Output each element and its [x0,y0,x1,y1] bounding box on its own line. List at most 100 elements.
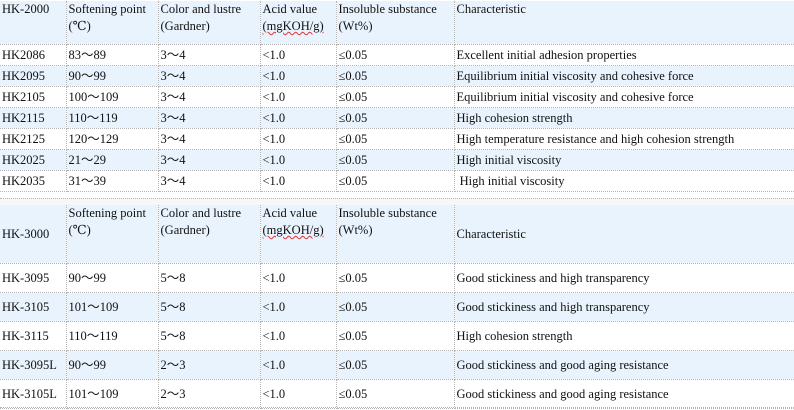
model-cell: HK-3095L [0,350,67,380]
softening-cell: 101～109 [66,292,159,322]
color-cell: 3～4 [158,149,261,171]
softening-cell: 120～129 [66,128,159,150]
color-cell: 5～8 [158,321,261,351]
characteristic-cell: High initial viscosity [454,149,794,171]
color-cell: 3～4 [158,65,261,87]
characteristic-cell: Good stickiness and good aging resistanc… [454,379,794,409]
acid-cell: <1.0 [260,86,337,108]
insoluble-cell: ≤0.05 [336,149,455,171]
table-row: HK2095 90～99 3～4 <1.0 ≤0.05 Equilibrium … [0,65,794,87]
softening-cell: 101～109 [66,379,159,409]
color-label: Color and lustre [160,2,242,16]
characteristic-header: Characteristic [454,1,794,45]
insoluble-cell: ≤0.05 [336,65,455,87]
softening-cell: 90～99 [66,263,159,293]
characteristic-cell: High initial viscosity [454,170,794,192]
color-cell: 2～3 [158,379,261,409]
model-cell: HK2095 [0,65,67,87]
color-unit: (Gardner) [160,223,210,237]
characteristic-cell: Equilibrium initial viscosity and cohesi… [454,86,794,108]
series-header: HK-2000 [0,1,67,45]
characteristic-cell: Equilibrium initial viscosity and cohesi… [454,65,794,87]
characteristic-cell: High cohesion strength [454,321,794,351]
model-cell: HK2086 [0,44,67,66]
acid-value-label: Acid value [262,206,318,220]
softening-point-header: Softening point (℃) [66,1,159,45]
insoluble-cell: ≤0.05 [336,263,455,293]
table-row: HK2086 83～89 3～4 <1.0 ≤0.05 Excellent in… [0,44,794,66]
model-cell: HK-3115 [0,321,67,351]
color-header: Color and lustre (Gardner) [158,205,261,264]
table-row: HK2115 110～119 3～4 <1.0 ≤0.05 High cohes… [0,107,794,129]
insoluble-cell: ≤0.05 [336,379,455,409]
acid-value-label: Acid value [262,2,318,16]
softening-cell: 83～89 [66,44,159,66]
color-cell: 3～4 [158,170,261,192]
insoluble-cell: ≤0.05 [336,44,455,66]
acid-cell: <1.0 [260,107,337,129]
color-cell: 2～3 [158,350,261,380]
table-header-row: HK-2000 Softening point (℃) Color and lu… [0,1,794,45]
acid-value-unit: (mgKOH/g) [262,223,324,237]
characteristic-cell: Good stickiness and high transparency [454,292,794,322]
color-cell: 5～8 [158,292,261,322]
table-row: HK-3115 110～119 5～8 <1.0 ≤0.05 High cohe… [0,321,794,351]
insoluble-cell: ≤0.05 [336,107,455,129]
softening-point-unit: (℃) [68,19,91,33]
model-cell: HK2115 [0,107,67,129]
softening-point-unit: (℃) [68,223,91,237]
acid-cell: <1.0 [260,44,337,66]
table-row: HK2125 120～129 3～4 <1.0 ≤0.05 High tempe… [0,128,794,150]
characteristic-cell: High cohesion strength [454,107,794,129]
acid-cell: <1.0 [260,379,337,409]
softening-cell: 100～109 [66,86,159,108]
bottom-border [0,407,794,408]
color-cell: 5～8 [158,263,261,293]
table-row: HK2035 31～39 3～4 <1.0 ≤0.05 High initial… [0,170,794,192]
color-cell: 3～4 [158,44,261,66]
insoluble-cell: ≤0.05 [336,128,455,150]
color-cell: 3～4 [158,128,261,150]
softening-cell: 90～99 [66,350,159,380]
table-row: HK-3095 90～99 5～8 <1.0 ≤0.05 Good sticki… [0,263,794,293]
acid-cell: <1.0 [260,128,337,150]
softening-point-header: Softening point (℃) [66,205,159,264]
model-cell: HK2105 [0,86,67,108]
color-cell: 3～4 [158,107,261,129]
color-label: Color and lustre [160,206,242,220]
model-cell: HK2125 [0,128,67,150]
insoluble-header: Insoluble substance (Wt%) [336,1,455,45]
acid-cell: <1.0 [260,350,337,380]
model-cell: HK2025 [0,149,67,171]
table-header-row: HK-3000 Softening point (℃) Color and lu… [0,205,794,264]
insoluble-unit: (Wt%) [338,19,373,33]
acid-cell: <1.0 [260,263,337,293]
insoluble-label: Insoluble substance [338,2,437,16]
table-row: HK2105 100～109 3～4 <1.0 ≤0.05 Equilibriu… [0,86,794,108]
softening-cell: 110～119 [66,321,159,351]
insoluble-cell: ≤0.05 [336,292,455,322]
softening-cell: 21～29 [66,149,159,171]
hk-2000-spec-table: HK-2000 Softening point (℃) Color and lu… [0,1,794,192]
insoluble-cell: ≤0.05 [336,86,455,108]
color-cell: 3～4 [158,86,261,108]
acid-value-header: Acid value (mgKOH/g) [260,205,337,264]
characteristic-cell: High temperature resistance and high coh… [454,128,794,150]
color-unit: (Gardner) [160,19,210,33]
acid-cell: <1.0 [260,321,337,351]
acid-value-unit: (mgKOH/g) [262,19,324,33]
acid-cell: <1.0 [260,149,337,171]
insoluble-unit: (Wt%) [338,223,373,237]
characteristic-cell: Good stickiness and good aging resistanc… [454,350,794,380]
insoluble-cell: ≤0.05 [336,350,455,380]
table-row: HK-3095L 90～99 2～3 <1.0 ≤0.05 Good stick… [0,350,794,380]
insoluble-header: Insoluble substance (Wt%) [336,205,455,264]
softening-cell: 110～119 [66,107,159,129]
model-cell: HK-3105 [0,292,67,322]
insoluble-cell: ≤0.05 [336,321,455,351]
acid-cell: <1.0 [260,292,337,322]
insoluble-label: Insoluble substance [338,206,437,220]
acid-cell: <1.0 [260,65,337,87]
softening-cell: 90～99 [66,65,159,87]
